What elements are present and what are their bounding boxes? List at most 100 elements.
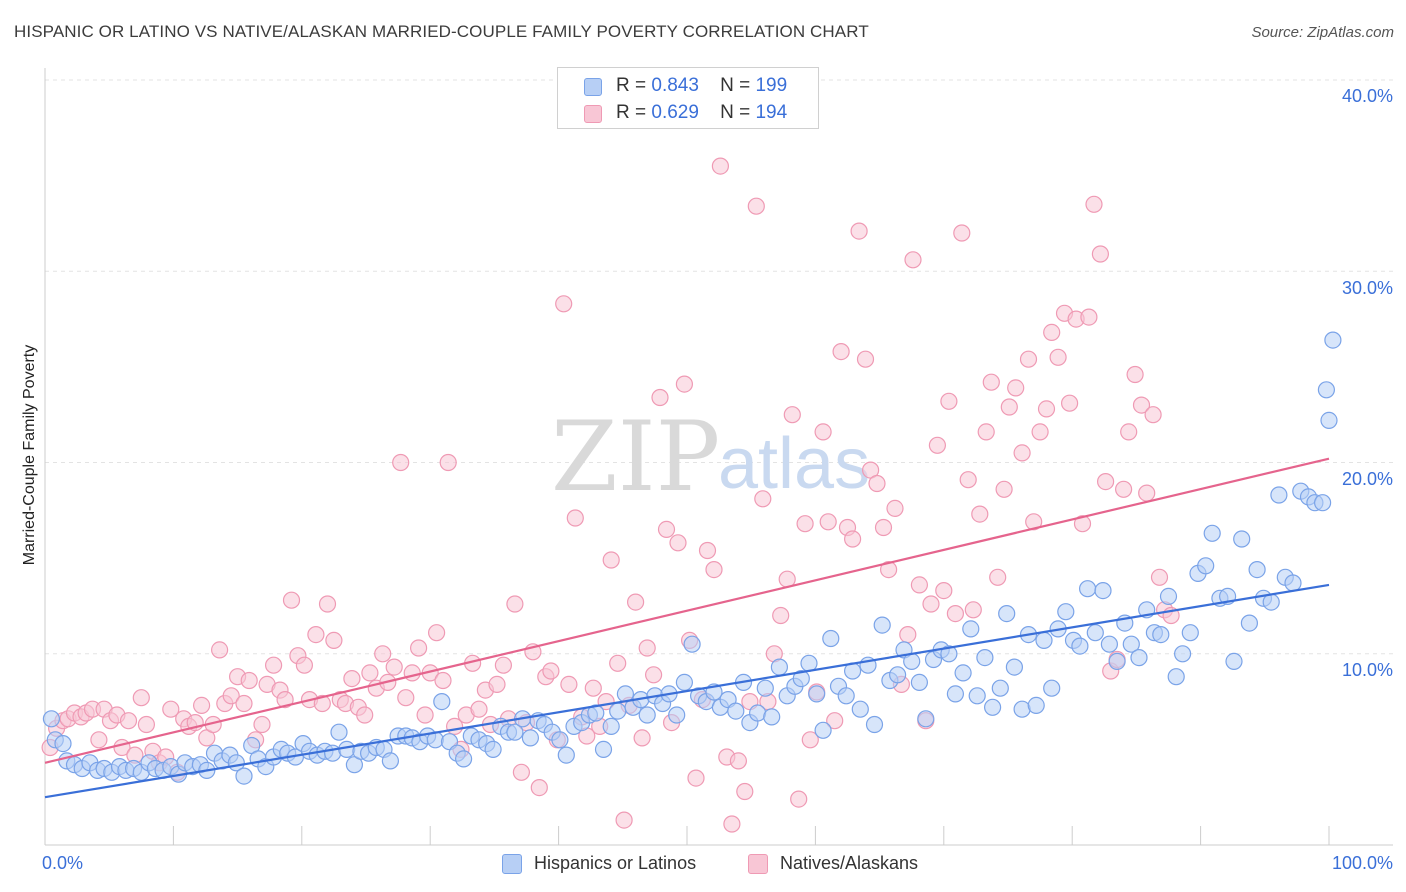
hispanics-point-124 [946, 685, 965, 703]
natives-point-184 [1150, 568, 1169, 586]
natives-point-75 [494, 656, 512, 674]
natives-point-74 [488, 675, 506, 694]
hispanics-point-152 [1152, 625, 1170, 644]
natives-point-148 [935, 581, 953, 600]
hispanics-point-162 [1225, 652, 1243, 671]
natives-point-64 [428, 624, 446, 642]
source-label: Source: ZipAtlas.com [1251, 24, 1394, 41]
hispanics-point-57 [455, 750, 473, 768]
natives-point-100 [644, 666, 663, 684]
natives-point-144 [910, 576, 929, 594]
natives-point-86 [560, 675, 578, 694]
natives-point-57 [385, 658, 403, 676]
natives-point-140 [886, 499, 904, 517]
hispanics-point-158 [1197, 557, 1215, 575]
natives-point-42 [295, 656, 313, 674]
natives-point-35 [253, 715, 271, 734]
n-label: N = [720, 75, 751, 96]
natives-point-165 [1037, 400, 1056, 418]
natives-point-15 [132, 689, 150, 707]
hispanics-point-141 [1071, 637, 1089, 655]
natives-point-169 [1060, 394, 1079, 412]
hispanics-point-131 [998, 604, 1016, 623]
natives-point-124 [790, 790, 808, 808]
natives-point-152 [959, 471, 977, 489]
natives-point-149 [940, 392, 958, 410]
natives-point-46 [318, 595, 337, 613]
hispanics-point-88 [683, 635, 701, 653]
hispanics-point-153 [1159, 587, 1178, 606]
natives-point-160 [1007, 379, 1025, 397]
hispanics-point-105 [808, 685, 826, 703]
trend-line-natives [44, 457, 1330, 764]
y-tick-label-10: 10.0% [1341, 660, 1393, 680]
natives-point-13 [119, 712, 138, 730]
natives-point-142 [899, 625, 917, 644]
natives-point-102 [657, 520, 676, 539]
hispanics-point-2 [54, 734, 72, 753]
hispanics-point-86 [668, 706, 686, 724]
natives-point-134 [850, 222, 868, 240]
hispanics-point-106 [814, 721, 832, 739]
natives-point-90 [584, 679, 602, 697]
natives-point-174 [1091, 245, 1110, 263]
natives-point-94 [609, 654, 627, 672]
hispanics-point-168 [1270, 486, 1288, 504]
natives-point-172 [1080, 308, 1098, 326]
natives-point-87 [566, 509, 584, 527]
hispanics-point-123 [940, 645, 958, 663]
natives-point-83 [542, 662, 560, 680]
hispanics-point-82 [638, 706, 656, 724]
natives-point-114 [729, 752, 748, 770]
natives-point-162 [1019, 350, 1038, 368]
natives-point-16 [137, 715, 155, 734]
natives-point-58 [392, 453, 410, 472]
natives-point-181 [1132, 396, 1151, 414]
hispanics-point-119 [910, 673, 929, 692]
natives-point-150 [946, 604, 965, 623]
natives-point-146 [922, 595, 940, 613]
natives-point-154 [971, 505, 989, 523]
hispanics-point-154 [1167, 668, 1185, 686]
natives-point-182 [1138, 484, 1156, 502]
natives-point-155 [977, 423, 995, 441]
natives-point-61 [410, 639, 428, 657]
natives-point-159 [1000, 398, 1018, 416]
natives-point-171 [1073, 515, 1092, 533]
natives-point-93 [602, 551, 620, 569]
hispanics-point-76 [594, 740, 613, 759]
natives-point-59 [397, 689, 415, 707]
natives-point-40 [282, 591, 301, 609]
hispanics-point-135 [1027, 696, 1045, 715]
legend-swatch-pink [584, 105, 602, 123]
natives-point-44 [307, 625, 325, 644]
hispanics-point-94 [727, 702, 745, 720]
natives-point-98 [633, 729, 651, 747]
hispanics-point-133 [1013, 700, 1031, 718]
hispanics-point-54 [433, 692, 451, 711]
natives-point-101 [651, 388, 669, 407]
natives-point-104 [669, 534, 687, 552]
hispanics-point-143 [1086, 624, 1104, 642]
natives-point-178 [1114, 480, 1133, 498]
natives-point-50 [343, 669, 361, 688]
watermark-atlas: atlas [718, 424, 870, 504]
x-tick-label-min: 0.0% [42, 853, 84, 873]
natives-point-55 [374, 645, 392, 663]
natives-point-157 [989, 568, 1007, 586]
natives-point-175 [1096, 473, 1115, 491]
watermark-zip: ZIP [551, 401, 720, 513]
axes [44, 68, 1393, 846]
natives-point-47 [325, 631, 343, 650]
hispanics-point-156 [1181, 624, 1199, 642]
y-tick-label-20: 20.0% [1341, 469, 1393, 489]
natives-point-156 [982, 373, 1000, 391]
natives-point-126 [801, 731, 819, 749]
natives-point-25 [193, 696, 211, 715]
hispanics-point-78 [609, 702, 627, 720]
natives-point-95 [615, 811, 633, 829]
natives-point-143 [904, 251, 922, 269]
natives-point-62 [416, 706, 434, 724]
hispanics-point-137 [1043, 679, 1061, 697]
natives-point-115 [736, 782, 754, 801]
